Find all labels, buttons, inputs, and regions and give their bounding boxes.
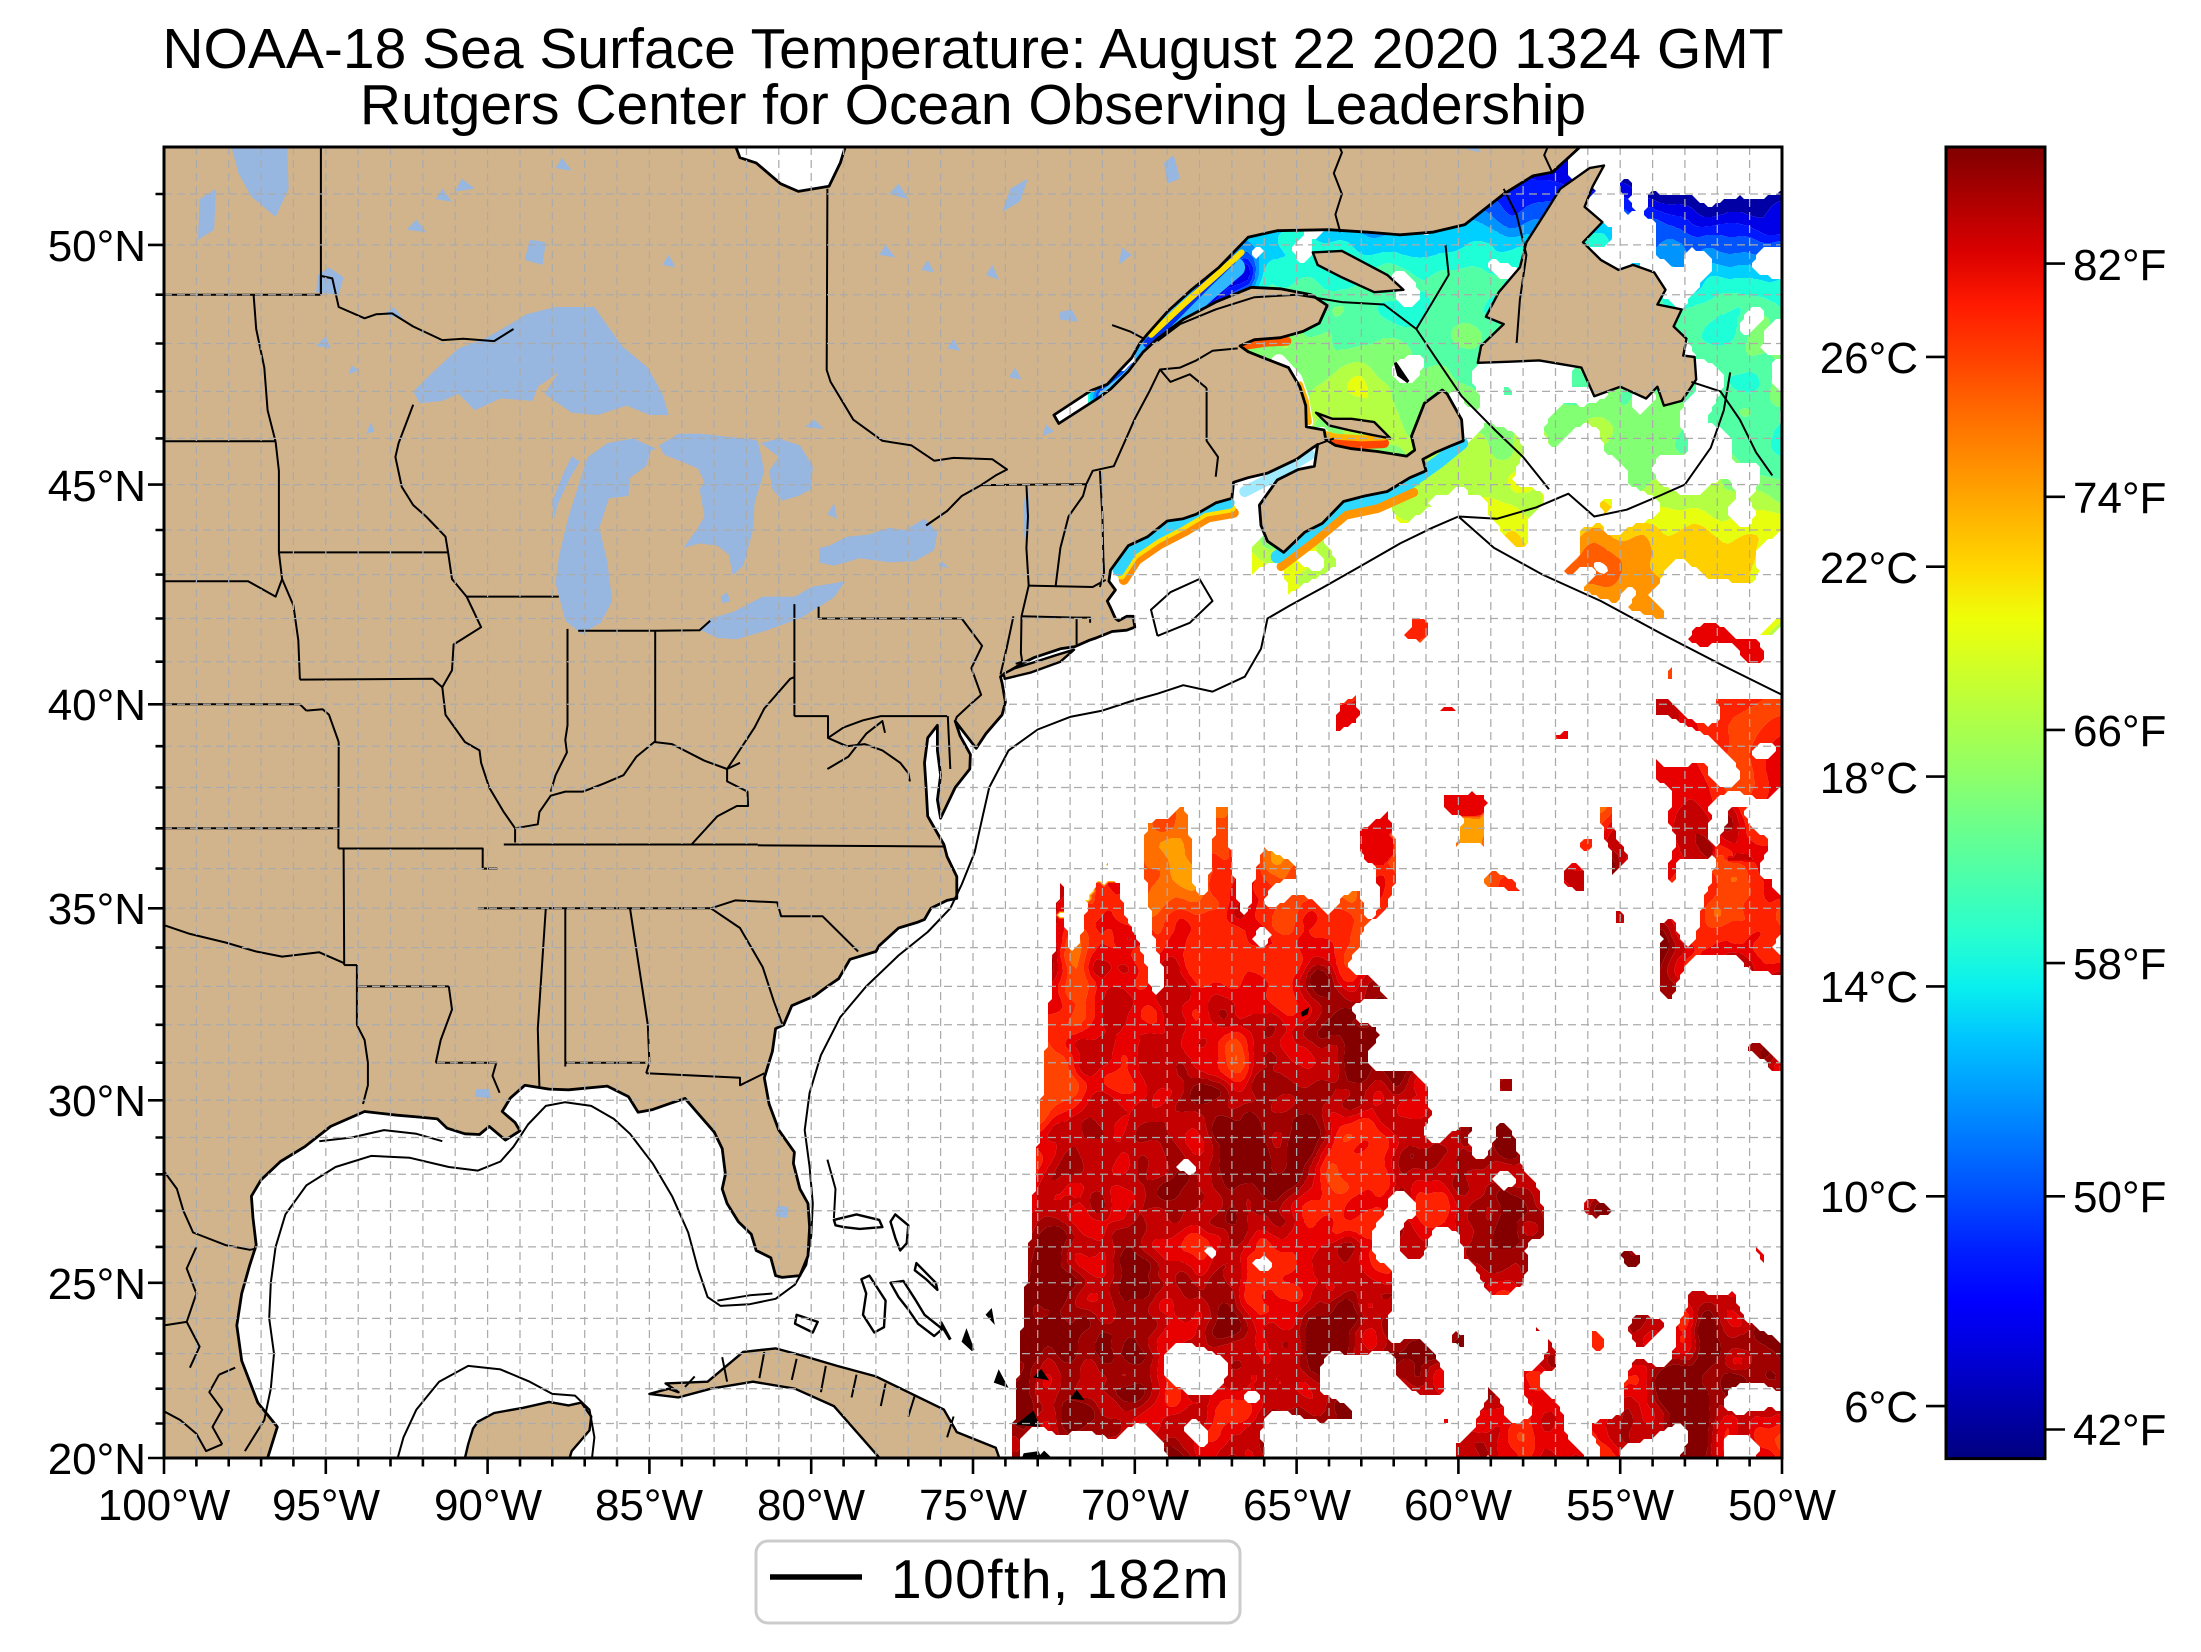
svg-text:30°N: 30°N	[48, 1077, 146, 1126]
svg-text:14°C: 14°C	[1820, 963, 1918, 1012]
svg-text:100°W: 100°W	[98, 1481, 231, 1530]
svg-text:95°W: 95°W	[272, 1481, 381, 1530]
svg-text:6°C: 6°C	[1844, 1383, 1918, 1432]
svg-text:20°N: 20°N	[48, 1435, 146, 1484]
svg-text:85°W: 85°W	[595, 1481, 704, 1530]
svg-text:NOAA-18 Sea Surface Temperatur: NOAA-18 Sea Surface Temperature: August …	[162, 17, 1783, 81]
svg-text:26°C: 26°C	[1820, 334, 1918, 383]
svg-text:22°C: 22°C	[1820, 544, 1918, 593]
svg-text:100fth, 182m: 100fth, 182m	[891, 1548, 1230, 1610]
svg-text:45°N: 45°N	[48, 462, 146, 511]
svg-text:66°F: 66°F	[2073, 707, 2166, 756]
svg-text:35°N: 35°N	[48, 885, 146, 934]
svg-text:42°F: 42°F	[2073, 1406, 2166, 1455]
svg-text:40°N: 40°N	[48, 681, 146, 730]
svg-text:55°W: 55°W	[1566, 1481, 1675, 1530]
svg-text:75°W: 75°W	[919, 1481, 1028, 1530]
svg-text:Rutgers Center for Ocean Obser: Rutgers Center for Ocean Observing Leade…	[360, 73, 1586, 137]
svg-text:70°W: 70°W	[1081, 1481, 1190, 1530]
svg-text:50°W: 50°W	[1728, 1481, 1837, 1530]
svg-text:50°N: 50°N	[48, 222, 146, 271]
svg-text:74°F: 74°F	[2073, 474, 2166, 523]
svg-text:80°W: 80°W	[757, 1481, 866, 1530]
svg-text:25°N: 25°N	[48, 1260, 146, 1309]
svg-text:10°C: 10°C	[1820, 1173, 1918, 1222]
svg-text:50°F: 50°F	[2073, 1173, 2166, 1222]
svg-text:65°W: 65°W	[1243, 1481, 1352, 1530]
svg-text:18°C: 18°C	[1820, 754, 1918, 803]
svg-text:60°W: 60°W	[1404, 1481, 1513, 1530]
svg-text:82°F: 82°F	[2073, 241, 2166, 290]
svg-text:90°W: 90°W	[434, 1481, 543, 1530]
svg-text:58°F: 58°F	[2073, 940, 2166, 989]
